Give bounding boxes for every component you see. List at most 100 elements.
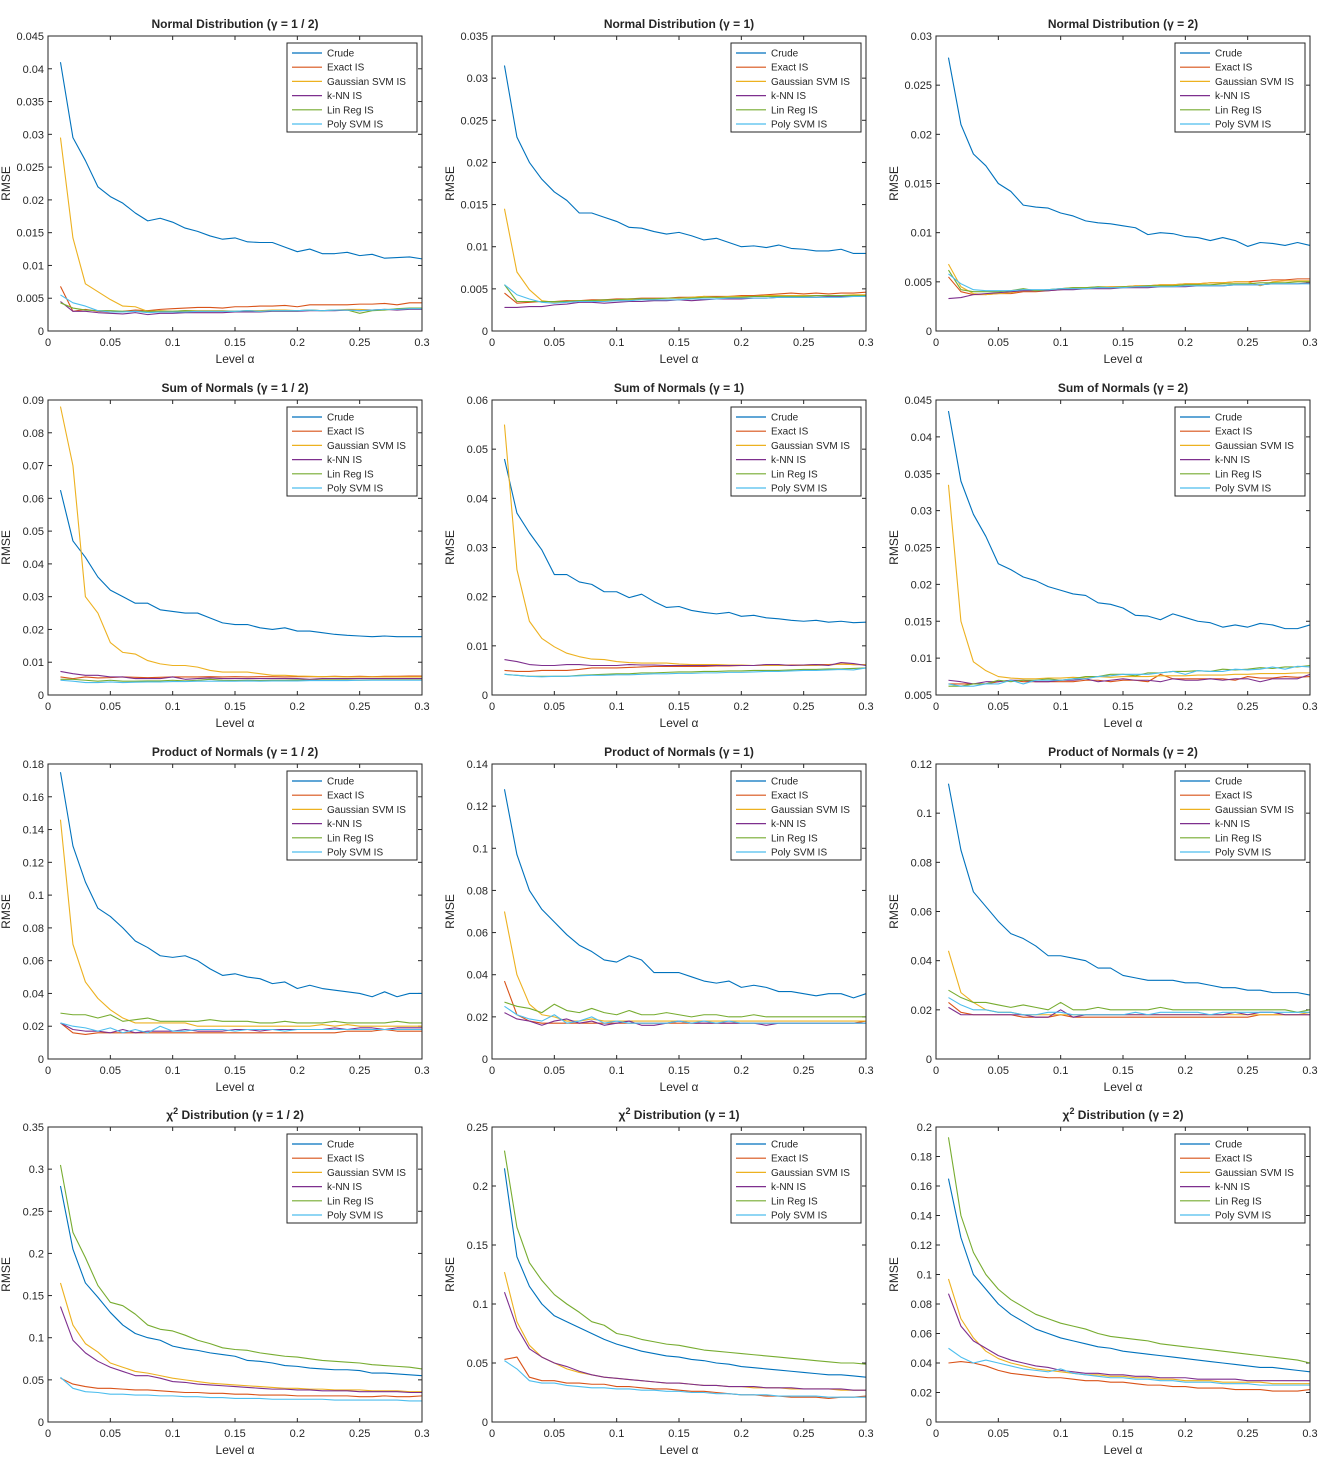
legend-label: Lin Reg IS — [327, 105, 374, 116]
x-tick-label: 0 — [45, 1428, 51, 1440]
subplot-1: Normal Distribution (γ = 1 / 2) 0 0.05 0.1 0… — [0, 17, 430, 366]
series-line-poly-svm-is — [948, 1347, 1310, 1386]
y-tick-label: 0.035 — [904, 469, 932, 481]
legend-label: Lin Reg IS — [327, 1196, 374, 1207]
x-tick-label: 0.1 — [609, 1428, 624, 1440]
series-line-crude — [59, 772, 422, 998]
x-tick-label: 0 — [45, 337, 51, 349]
legend-label: Exact IS — [1215, 427, 1253, 438]
chart-title: Product of Normals (γ = 1) — [604, 745, 754, 759]
legend-label: Lin Reg IS — [1215, 833, 1262, 844]
chart-title-main: Distribution (γ = 1 / 2) — [178, 1108, 304, 1122]
legend: Crude Exact IS Gaussian SVM IS k-NN IS Lin R… — [1174, 42, 1306, 133]
x-tick-label: 0.05 — [100, 1065, 121, 1077]
x-tick-label: 0.2 — [290, 337, 305, 349]
series-line-crude — [947, 783, 1311, 996]
y-tick-label: 0.18 — [911, 1152, 932, 1164]
y-tick-label: 0.2 — [29, 1248, 44, 1260]
x-tick-label: 0.2 — [1178, 701, 1193, 713]
x-tick-label: 0 — [933, 337, 939, 349]
subplot-12: χ2 Distribution (γ = 2) 0 0.05 0.1 0.15 0.2 0.… — [887, 1106, 1318, 1457]
legend: Crude Exact IS Gaussian SVM IS k-NN IS Lin R… — [730, 1133, 862, 1224]
y-tick-label: 0.05 — [23, 1375, 44, 1387]
subplot-5: Sum of Normals (γ = 1) 0 0.05 0.1 0.15 0.2 0.2… — [443, 381, 874, 730]
x-tick-label: 0.3 — [1302, 337, 1317, 349]
series-line-gaussian-svm-is — [59, 406, 422, 678]
y-tick-label: 0.35 — [23, 1122, 44, 1134]
x-tick-label: 0.15 — [224, 1428, 245, 1440]
axes-box — [491, 1126, 867, 1423]
series-line-k-nn-is — [60, 670, 422, 680]
x-tick-label: 0.05 — [544, 701, 565, 713]
x-tick-label: 0.3 — [1302, 701, 1317, 713]
y-tick-label: 0.03 — [467, 73, 488, 85]
y-tick-label: 0.015 — [904, 179, 932, 191]
series-line-lin-reg-is — [503, 1150, 867, 1365]
legend-label: Exact IS — [771, 1154, 809, 1165]
series-line-crude — [59, 490, 422, 638]
x-tick-label: 0.05 — [988, 1065, 1009, 1077]
y-tick-label: 0.025 — [460, 115, 488, 127]
legend-label: Exact IS — [327, 1154, 365, 1165]
y-tick-label: 0.045 — [904, 395, 932, 407]
x-axis-label: Level α — [1104, 1443, 1143, 1457]
x-tick-label: 0.1 — [1053, 701, 1068, 713]
x-tick-label: 0.2 — [734, 1065, 749, 1077]
series-line-lin-reg-is — [59, 1164, 423, 1370]
y-tick-label: 0.02 — [23, 1021, 44, 1033]
chart-title: Sum of Normals (γ = 2) — [1058, 381, 1188, 395]
legend-label: Exact IS — [771, 63, 809, 74]
y-tick-label: 0.035 — [460, 31, 488, 43]
axes-box — [47, 763, 423, 1060]
x-tick-label: 0.3 — [414, 1065, 429, 1077]
y-tick-label: 0.1 — [29, 890, 44, 902]
legend-label: Gaussian SVM IS — [1215, 805, 1294, 816]
y-tick-label: 0.15 — [467, 1240, 488, 1252]
x-tick-label: 0 — [933, 1065, 939, 1077]
legend-label: Gaussian SVM IS — [771, 1168, 850, 1179]
y-tick-label: 0.01 — [911, 653, 932, 665]
x-tick-label: 0.25 — [793, 1065, 814, 1077]
legend-box — [730, 770, 862, 861]
x-tick-label: 0.15 — [224, 1065, 245, 1077]
series-line-gaussian-svm-is — [947, 484, 1310, 680]
y-tick-label: 0.02 — [911, 1388, 932, 1400]
axes-box — [47, 35, 423, 332]
y-tick-label: 0 — [926, 326, 932, 338]
y-tick-label: 0.05 — [23, 526, 44, 538]
y-tick-label: 0.05 — [467, 1358, 488, 1370]
x-tick-label: 0.05 — [544, 1428, 565, 1440]
chart-title: Sum of Normals (γ = 1) — [614, 381, 744, 395]
series-line-poly-svm-is — [60, 679, 422, 684]
legend-label: Gaussian SVM IS — [327, 1168, 406, 1179]
y-tick-label: 0.04 — [911, 1358, 932, 1370]
x-tick-label: 0.2 — [290, 1065, 305, 1077]
x-tick-label: 0.3 — [1302, 1065, 1317, 1077]
axes-box — [935, 763, 1311, 1060]
series-line-poly-svm-is — [504, 1360, 866, 1398]
series-line-gaussian-svm-is — [59, 819, 422, 1027]
legend-box — [1174, 42, 1306, 133]
series-line-k-nn-is — [59, 1306, 422, 1394]
chart-title: Normal Distribution (γ = 1) — [604, 17, 754, 31]
series-line-poly-svm-is — [60, 294, 422, 314]
y-tick-label: 0.02 — [23, 624, 44, 636]
legend-label: Exact IS — [1215, 1154, 1253, 1165]
x-tick-label: 0.05 — [100, 337, 121, 349]
legend: Crude Exact IS Gaussian SVM IS k-NN IS Lin R… — [286, 406, 418, 497]
x-tick-label: 0.15 — [668, 337, 689, 349]
y-tick-label: 0.005 — [460, 284, 488, 296]
y-tick-label: 0.04 — [911, 432, 932, 444]
legend-box — [286, 770, 418, 861]
series-line-lin-reg-is — [504, 284, 866, 303]
y-tick-label: 0.02 — [911, 579, 932, 591]
x-tick-label: 0.3 — [858, 337, 873, 349]
legend-label: Poly SVM IS — [771, 848, 827, 859]
legend-label: Lin Reg IS — [327, 833, 374, 844]
y-tick-label: 0.005 — [904, 277, 932, 289]
legend-label: Lin Reg IS — [1215, 1196, 1262, 1207]
legend-label: k-NN IS — [1215, 819, 1250, 830]
legend-label: Gaussian SVM IS — [327, 77, 406, 88]
x-tick-label: 0.25 — [349, 337, 370, 349]
legend-label: Gaussian SVM IS — [771, 441, 850, 452]
